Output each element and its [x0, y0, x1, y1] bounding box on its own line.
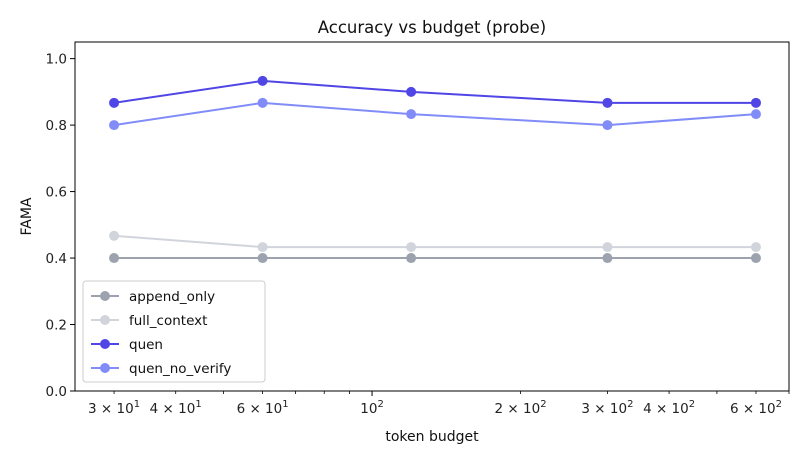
x-tick-label: 3 × 102: [581, 399, 633, 417]
data-point-append-only: [109, 253, 120, 264]
legend-label-quen-no-verify: quen_no_verify: [129, 361, 231, 377]
data-point-append-only: [257, 253, 268, 264]
data-point-quen-no-verify: [406, 109, 417, 120]
y-tick-label: 1.0: [46, 52, 67, 68]
data-point-quen-no-verify: [750, 109, 761, 120]
legend-box: [82, 280, 266, 383]
data-point-full-context: [602, 242, 613, 253]
series-line-full-context: [113, 234, 756, 249]
legend-label-append-only: append_only: [129, 289, 215, 305]
series-line-quen: [113, 79, 756, 104]
legend-label-full-context: full_context: [129, 313, 207, 329]
data-point-quen-no-verify: [109, 120, 120, 131]
chart-title: Accuracy vs budget (probe): [318, 18, 546, 37]
data-point-full-context: [257, 242, 268, 253]
data-point-quen: [406, 86, 417, 97]
y-tick-label: 0.6: [46, 185, 67, 201]
data-point-full-context: [109, 230, 120, 241]
data-point-quen-no-verify: [257, 97, 268, 108]
data-point-full-context: [406, 242, 417, 253]
y-axis-label: FAMA: [19, 197, 35, 235]
x-tick-label: 102: [360, 399, 384, 417]
x-axis-label: token budget: [385, 429, 479, 445]
x-tick-label: 4 × 101: [150, 399, 202, 417]
legend-label-quen: quen: [129, 337, 163, 353]
y-tick-label: 0.8: [46, 118, 67, 134]
data-point-append-only: [602, 253, 613, 264]
data-point-append-only: [750, 253, 761, 264]
data-point-quen: [750, 97, 761, 108]
legend-swatch-marker: [100, 315, 110, 325]
legend-swatch-marker: [100, 339, 110, 349]
y-tick-label: 0.2: [46, 318, 67, 334]
data-point-quen: [602, 97, 613, 108]
legend-swatch-marker: [100, 363, 110, 373]
series-line-quen-no-verify: [113, 101, 757, 127]
legend-swatch-marker: [100, 291, 110, 301]
x-tick-label: 3 × 101: [88, 399, 140, 417]
x-tick-label: 6 × 101: [237, 399, 289, 417]
x-tick-label: 4 × 102: [643, 399, 695, 417]
data-point-quen-no-verify: [602, 120, 613, 131]
y-tick-label: 0.4: [46, 251, 67, 267]
x-tick-label: 6 × 102: [730, 399, 782, 417]
plot-frame: [74, 41, 790, 392]
data-point-full-context: [750, 242, 761, 253]
y-tick-label: 0.0: [46, 384, 67, 400]
data-point-quen: [257, 75, 268, 86]
data-point-quen: [109, 97, 120, 108]
x-tick-label: 2 × 102: [495, 399, 547, 417]
data-point-append-only: [406, 253, 417, 264]
